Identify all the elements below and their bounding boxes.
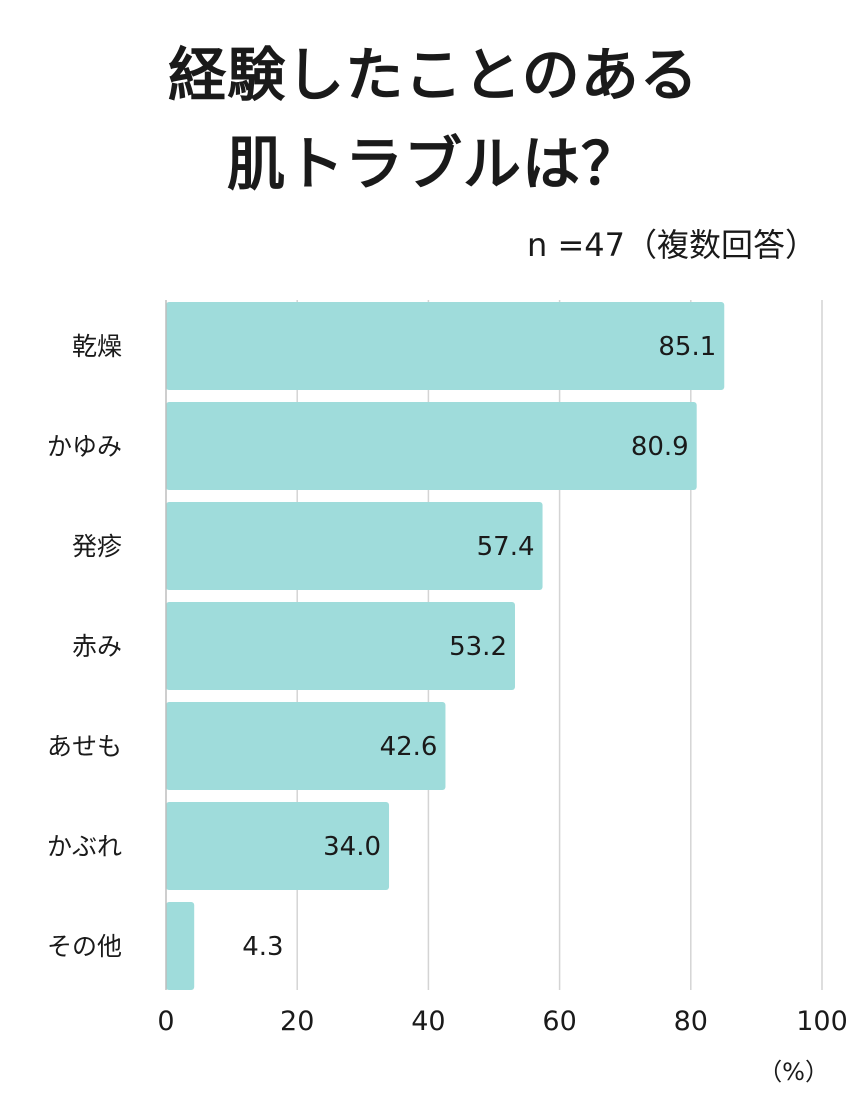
x-tick-label: 0 [157,1006,174,1037]
category-label: 赤み [72,632,122,661]
bar [166,602,515,690]
bar [166,402,697,490]
bar [166,902,195,990]
chart-title-line2: 肌トラブルは？ [226,130,640,198]
bar [166,502,543,590]
category-label: かゆみ [47,432,122,461]
category-label: その他 [47,932,122,961]
chart-title-line1: 経験したことのある [168,41,699,109]
bar [166,702,446,790]
x-tick-label: 40 [411,1006,445,1037]
data-label: 57.4 [477,532,535,562]
x-tick-label: 20 [280,1006,314,1037]
bar [166,302,725,390]
data-label: 80.9 [631,432,689,462]
data-label: 85.1 [658,332,716,362]
category-label: あせも [47,732,122,761]
unit-label: （%） [758,1058,829,1086]
x-tick-label: 100 [796,1006,848,1037]
data-label: 34.0 [323,832,381,862]
category-label: 発疹 [72,532,122,561]
bar [166,802,390,890]
sample-size-note: n =47（複数回答） [527,226,817,264]
x-tick-label: 60 [542,1006,576,1037]
data-label: 4.3 [242,932,283,962]
category-label: 乾燥 [72,332,122,361]
x-tick-label: 80 [674,1006,708,1037]
data-label: 42.6 [380,732,438,762]
data-label: 53.2 [449,632,507,662]
category-label: かぶれ [47,832,122,861]
